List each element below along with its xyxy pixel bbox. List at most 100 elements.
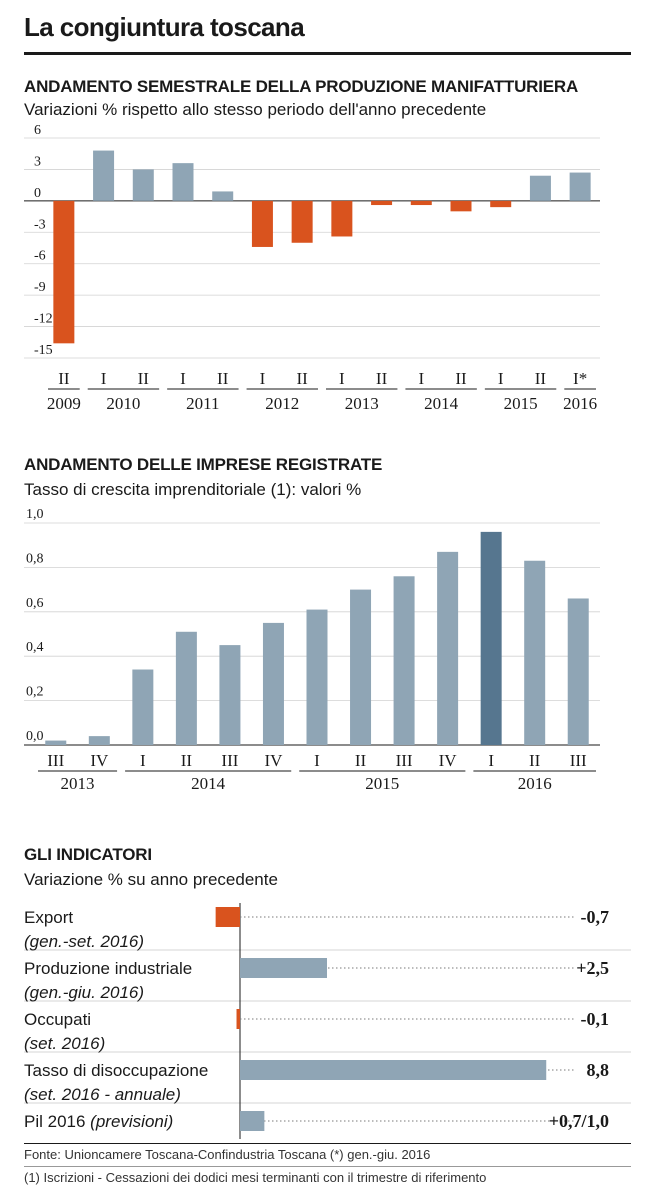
chart1-title: ANDAMENTO SEMESTRALE DELLA PRODUZIONE MA…	[24, 77, 579, 96]
chart2-bar	[262, 622, 284, 745]
chart2-subtitle: Tasso di crescita imprenditoriale (1): v…	[24, 480, 362, 499]
chart1-category-label: I*	[573, 369, 587, 388]
chart1-ytick-label: 0	[34, 186, 41, 201]
chart2-bar	[306, 609, 328, 745]
chart2-category-label: IV	[439, 751, 458, 770]
chart1-year-label: 2010	[106, 394, 140, 413]
chart2-category-label: III	[47, 751, 64, 770]
chart2-bar	[175, 631, 197, 745]
page-title: La congiuntura toscana	[24, 12, 305, 42]
chart2-category-label: III	[221, 751, 238, 770]
chart3-value-label: +0,7/1,0	[549, 1111, 609, 1131]
chart1-bar	[172, 163, 194, 201]
chart3-item-note: (gen.-set. 2016)	[24, 932, 144, 951]
chart2-bar	[219, 645, 241, 745]
chart2-category-label: II	[181, 751, 193, 770]
chart2-bar	[393, 576, 415, 745]
chart2-ytick-label: 0,6	[26, 596, 44, 611]
chart1-bar	[371, 200, 393, 206]
chart1-bar	[93, 150, 115, 201]
chart2-bar	[480, 531, 502, 745]
chart1-bar	[450, 200, 472, 212]
chart2-bar	[437, 551, 459, 745]
chart2-year-label: 2013	[61, 774, 95, 793]
chart2-category-label: II	[529, 751, 541, 770]
chart1-year-label: 2014	[424, 394, 459, 413]
chart1-ytick-label: 6	[34, 123, 41, 138]
chart1-category-label: II	[217, 369, 229, 388]
chart1-bar	[291, 200, 313, 243]
chart2-year-label: 2014	[191, 774, 226, 793]
chart3-indicators: -0,7 Export (gen.-set. 2016) +2,5 Produzione…	[24, 903, 631, 1139]
chart2-category-label: I	[488, 751, 494, 770]
chart2-ytick-label: 1,0	[26, 507, 44, 522]
title-rule	[24, 52, 631, 55]
chart3-item-label: Occupati	[24, 1010, 91, 1029]
chart2-ytick-label: 0,2	[26, 685, 44, 700]
footer: Fonte: Unioncamere Toscana-Confindustria…	[24, 1143, 631, 1189]
chart1-category-label: I	[498, 369, 504, 388]
chart1-ytick-label: -9	[34, 280, 46, 295]
chart2-category-label: III	[396, 751, 413, 770]
chart3-item-label: Produzione industriale	[24, 959, 192, 978]
chart3-bar	[215, 907, 240, 927]
chart1-category-label: I	[260, 369, 266, 388]
chart2-category-label: IV	[90, 751, 109, 770]
chart1-bar	[569, 172, 591, 201]
chart1-ytick-label: -15	[34, 343, 53, 358]
chart3-item-note: (gen.-giu. 2016)	[24, 983, 144, 1002]
chart3-item-label: Export	[24, 908, 73, 927]
chart1-category-label: II	[376, 369, 388, 388]
chart1-year-label: 2015	[504, 394, 538, 413]
chart1-ytick-label: -12	[34, 312, 53, 327]
chart2-bar	[350, 589, 372, 745]
chart3-item-label: Tasso di disoccupazione	[24, 1061, 208, 1080]
chart3-item-name: Pil 2016	[24, 1112, 90, 1131]
chart1-category-label: I	[101, 369, 107, 388]
chart1-bar	[251, 200, 273, 247]
chart3-bar	[236, 1009, 240, 1029]
chart1-category-label: I	[418, 369, 424, 388]
chart2-bar	[524, 560, 546, 745]
chart3-value-label: -0,7	[581, 907, 610, 927]
chart1-bar	[529, 175, 551, 201]
footer-source: Fonte: Unioncamere Toscana-Confindustria…	[24, 1147, 431, 1162]
chart1-bar	[490, 200, 512, 208]
chart2-bar	[45, 740, 67, 745]
chart1-category-label: II	[58, 369, 70, 388]
chart1-ytick-label: -3	[34, 217, 46, 232]
chart3-subtitle: Variazione % su anno precedente	[24, 870, 278, 889]
chart2-bar	[132, 669, 154, 745]
chart2-category-label: IV	[264, 751, 283, 770]
chart3-item-note: (previsioni)	[90, 1112, 173, 1131]
chart1-bar	[331, 200, 353, 237]
chart1-bar	[212, 191, 234, 201]
chart3-item-note: (set. 2016 - annuale)	[24, 1085, 181, 1104]
chart2-year-label: 2015	[365, 774, 399, 793]
chart2-year-label: 2016	[518, 774, 552, 793]
chart2-category-label: II	[355, 751, 367, 770]
chart1-year-label: 2011	[186, 394, 219, 413]
chart1-category-label: II	[455, 369, 467, 388]
chart1-category-label: II	[138, 369, 150, 388]
chart2-ytick-label: 0,4	[26, 640, 44, 655]
chart2-ytick-label: 0,0	[26, 729, 44, 744]
chart2-category-label: III	[570, 751, 587, 770]
chart1-category-label: I	[180, 369, 186, 388]
chart2-bar	[88, 736, 110, 745]
chart1-year-label: 2009	[47, 394, 81, 413]
chart3-item-note: (set. 2016)	[24, 1034, 105, 1053]
chart3-value-label: +2,5	[576, 958, 609, 978]
chart1-category-label: II	[535, 369, 547, 388]
chart3-bar	[240, 958, 327, 978]
chart1-category-label: I	[339, 369, 345, 388]
chart3-bar	[240, 1060, 547, 1080]
chart1-bar	[53, 200, 75, 344]
chart1-bar	[410, 200, 432, 206]
chart1-year-label: 2012	[265, 394, 299, 413]
chart2-category-label: I	[314, 751, 320, 770]
chart1-year-label: 2016	[563, 394, 597, 413]
